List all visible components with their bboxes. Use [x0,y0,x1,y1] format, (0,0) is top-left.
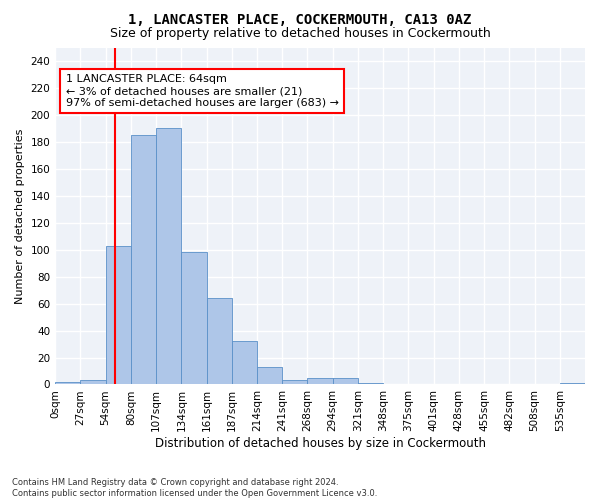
Text: Contains HM Land Registry data © Crown copyright and database right 2024.
Contai: Contains HM Land Registry data © Crown c… [12,478,377,498]
Bar [232,342,257,384]
Text: 1, LANCASTER PLACE, COCKERMOUTH, CA13 0AZ: 1, LANCASTER PLACE, COCKERMOUTH, CA13 0A… [128,12,472,26]
Bar [55,382,80,384]
Bar [206,298,232,384]
Bar [181,252,206,384]
Bar [131,135,156,384]
Bar [307,378,332,384]
Bar [560,383,585,384]
Bar [358,383,383,384]
Bar [156,128,181,384]
Bar [80,380,106,384]
X-axis label: Distribution of detached houses by size in Cockermouth: Distribution of detached houses by size … [155,437,485,450]
Bar [332,378,358,384]
Text: 1 LANCASTER PLACE: 64sqm
← 3% of detached houses are smaller (21)
97% of semi-de: 1 LANCASTER PLACE: 64sqm ← 3% of detache… [66,74,339,108]
Text: Size of property relative to detached houses in Cockermouth: Size of property relative to detached ho… [110,28,490,40]
Bar [282,380,307,384]
Bar [257,367,282,384]
Y-axis label: Number of detached properties: Number of detached properties [15,128,25,304]
Bar [106,246,131,384]
